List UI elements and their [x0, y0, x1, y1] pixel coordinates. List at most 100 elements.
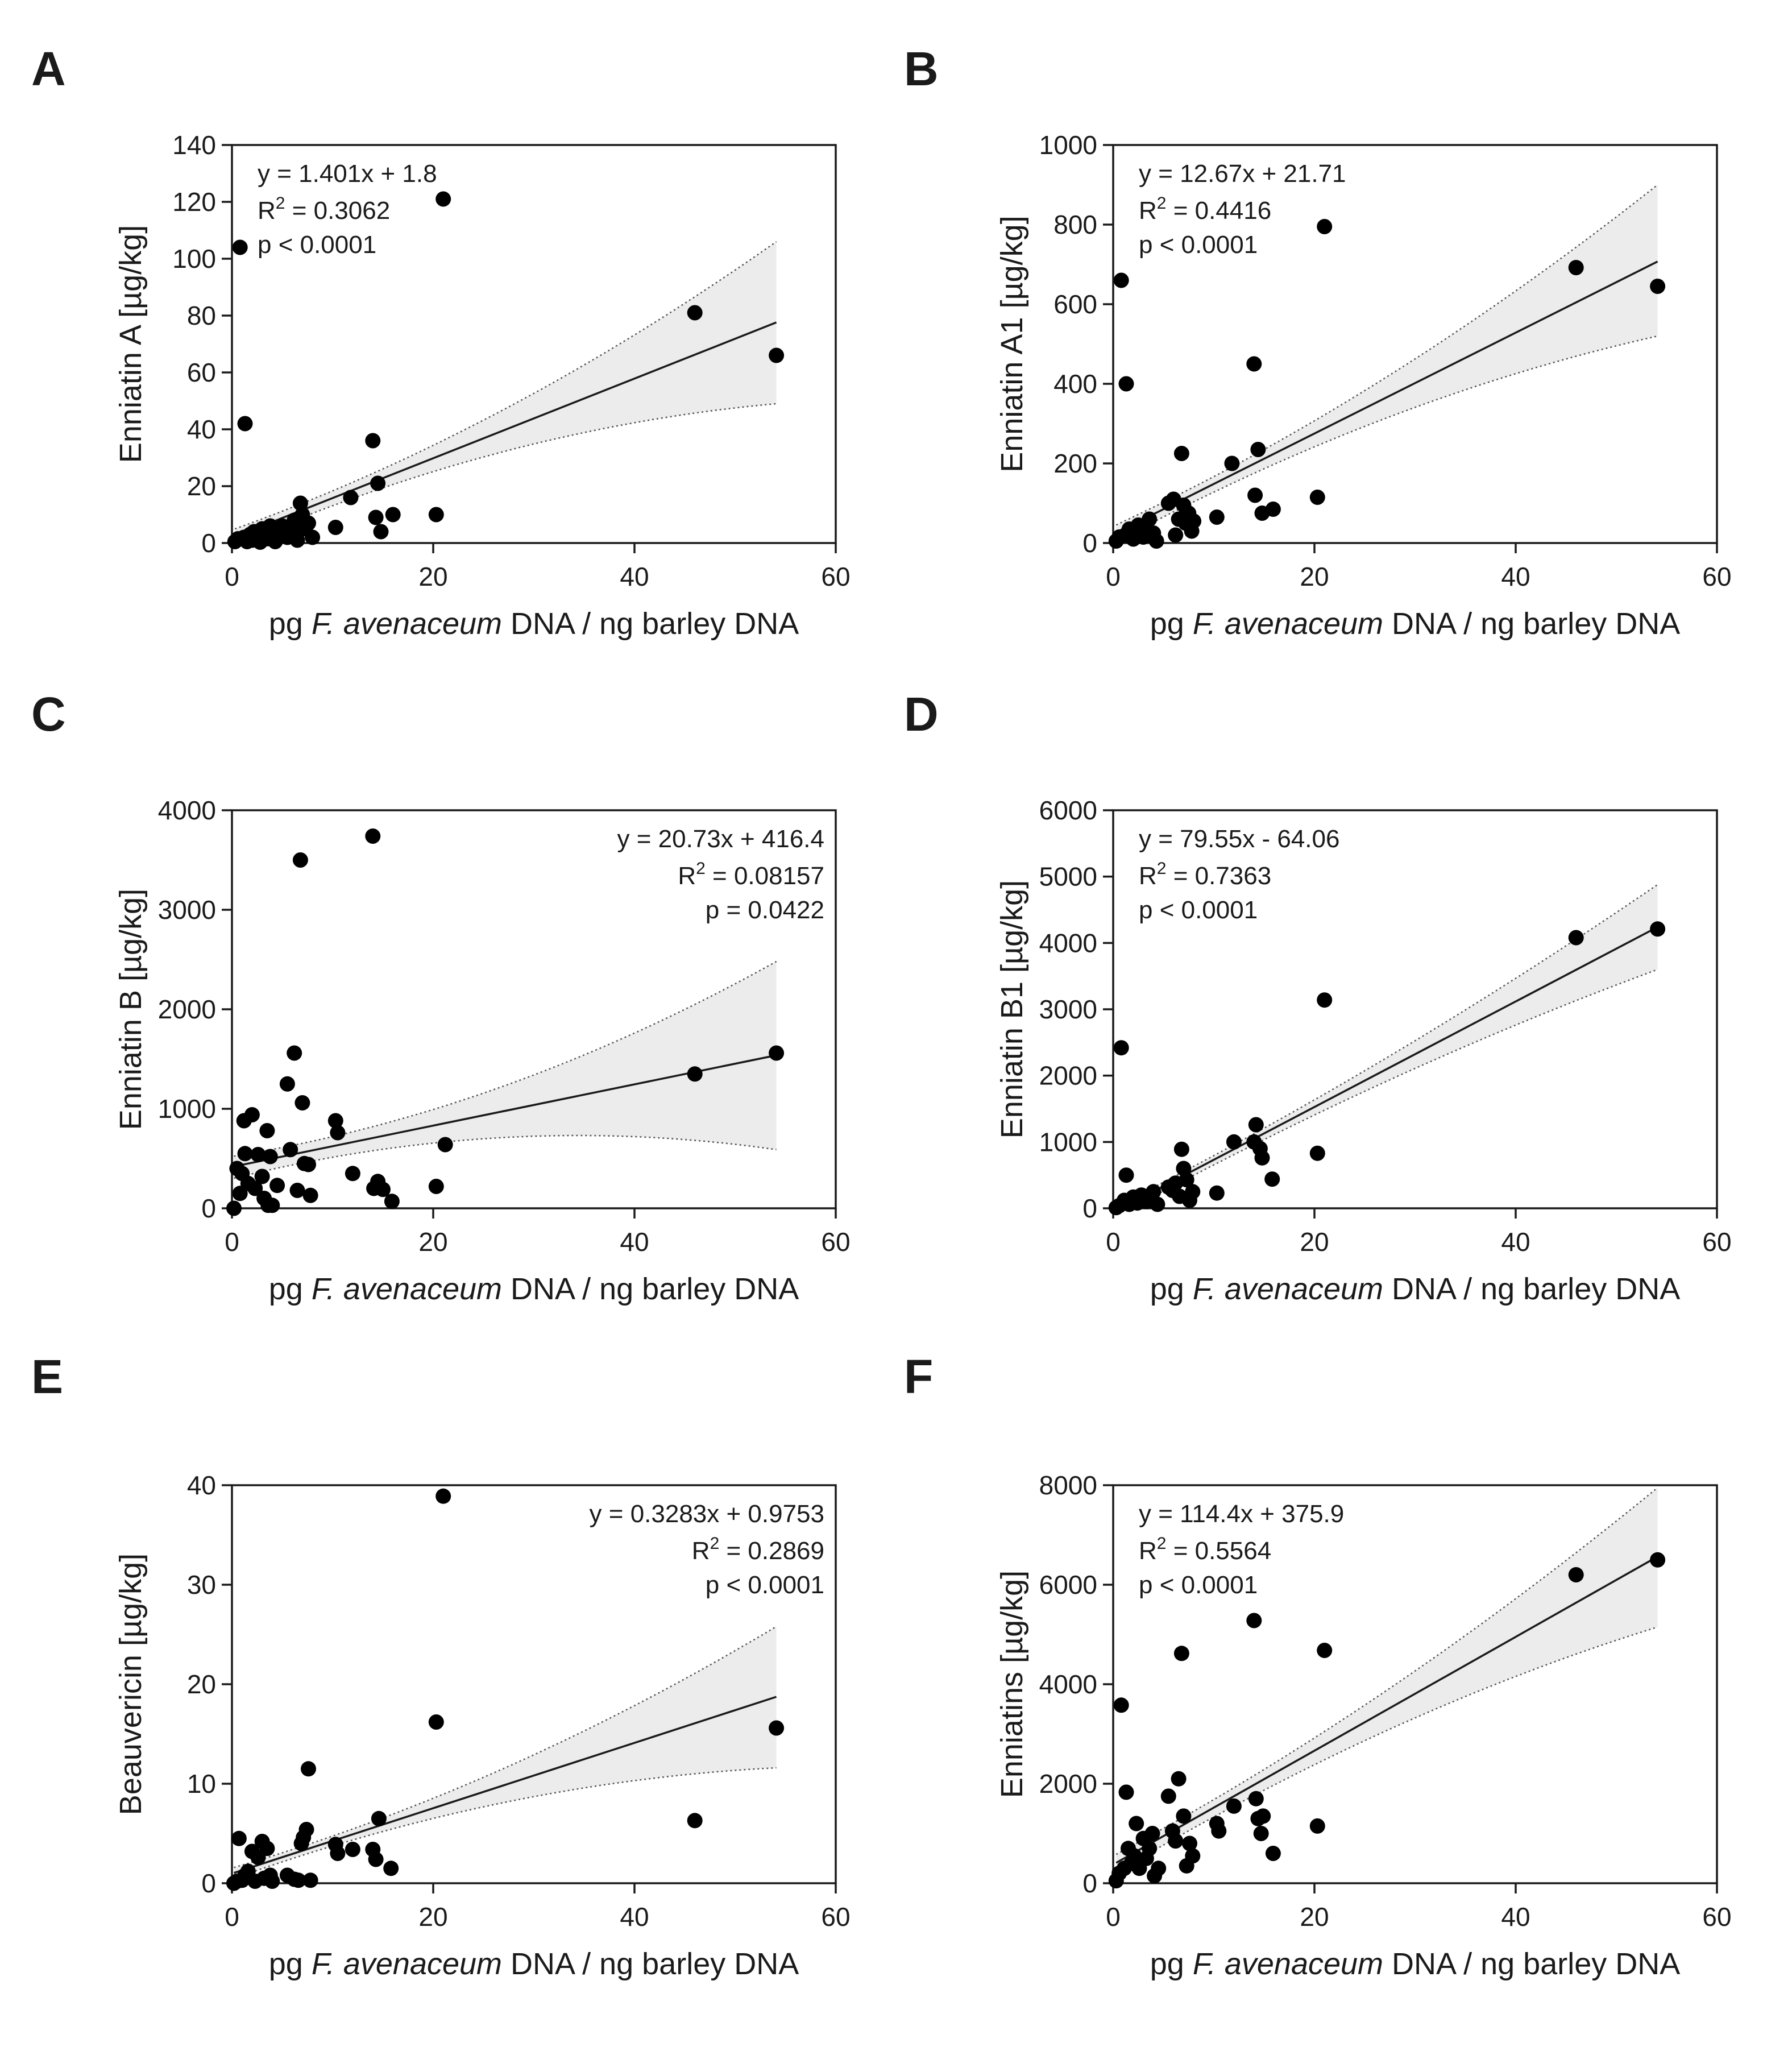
- r-squared-superscript: 2: [710, 1534, 720, 1553]
- r-squared-value: = 0.7363: [1166, 862, 1271, 890]
- data-point: [1246, 1613, 1262, 1629]
- y-axis-label: Enniatin B1 [µg/kg]: [995, 880, 1029, 1138]
- data-point: [244, 1107, 260, 1122]
- data-point: [1126, 1848, 1142, 1864]
- data-point: [769, 1720, 785, 1736]
- y-tick-label: 4000: [1039, 928, 1097, 958]
- band-group: [234, 241, 777, 543]
- data-point: [302, 1187, 318, 1203]
- data-point: [1113, 1697, 1129, 1713]
- y-tick-label: 4000: [1039, 1669, 1097, 1699]
- y-axis-label: Enniatin B [µg/kg]: [114, 889, 148, 1130]
- x-axis-label: pg F. avenaceum DNA / ng barley DNA: [1150, 1947, 1681, 1981]
- r-squared-value: = 0.08157: [706, 862, 824, 890]
- data-point: [1171, 1771, 1187, 1787]
- data-point: [1160, 1788, 1176, 1804]
- x-tick-label: 40: [1501, 1227, 1530, 1257]
- x-tick-label: 0: [1106, 1227, 1121, 1257]
- data-point: [1246, 356, 1262, 372]
- data-point: [687, 1813, 703, 1829]
- data-point: [1317, 1643, 1333, 1658]
- p-value: p < 0.0001: [706, 1571, 824, 1599]
- confidence-band-upper: [234, 241, 777, 530]
- y-tick-label: 600: [1053, 289, 1097, 319]
- y-tick-label: 400: [1053, 369, 1097, 399]
- data-point: [1254, 1150, 1270, 1166]
- data-point: [237, 1146, 253, 1162]
- x-axis-label: pg F. avenaceum DNA / ng barley DNA: [1150, 607, 1681, 641]
- x-axis-label-part: pg: [269, 1947, 312, 1981]
- data-point: [1118, 1167, 1134, 1183]
- data-point: [1650, 1552, 1666, 1568]
- data-point: [1264, 1171, 1280, 1187]
- y-tick-label: 140: [172, 130, 216, 160]
- p-value: p < 0.0001: [1139, 896, 1258, 924]
- r-squared-value: = 0.5564: [1166, 1537, 1271, 1565]
- data-point: [1173, 1646, 1189, 1661]
- data-point: [264, 1197, 280, 1213]
- x-tick-label: 20: [1300, 1902, 1329, 1932]
- regression-line: [234, 321, 777, 538]
- panel-label: C: [31, 687, 66, 741]
- data-point: [1265, 1846, 1281, 1861]
- x-axis-label-part: F. avenaceum: [312, 607, 502, 641]
- data-point: [368, 1851, 384, 1867]
- data-point: [687, 1066, 703, 1082]
- chart-panel-c: C 0 20 40 60 0 1000 2000 3000 4000 pg F. avenaceum…: [31, 687, 851, 1306]
- data-point: [291, 1872, 306, 1888]
- y-tick-label: 20: [187, 471, 216, 501]
- x-tick-label: 20: [418, 1227, 447, 1257]
- data-point: [1253, 1826, 1269, 1841]
- data-point: [687, 305, 703, 321]
- x-tick-label: 0: [1106, 562, 1121, 591]
- data-point: [292, 495, 308, 511]
- x-axis-label-part: DNA / ng barley DNA: [1383, 1947, 1680, 1981]
- x-tick-label: 0: [225, 1227, 239, 1257]
- panel-label: E: [31, 1350, 63, 1403]
- data-point: [1224, 455, 1240, 471]
- data-point: [1179, 1172, 1194, 1188]
- data-point: [1182, 1835, 1197, 1851]
- chart-panel-d: D 0 20 40 60 0 1000 2000 3000 4000 5000 6000 pg F. a…: [904, 687, 1732, 1306]
- p-value: p = 0.0422: [706, 896, 824, 924]
- confidence-band: [234, 1626, 777, 1879]
- y-tick-label: 6000: [1039, 1570, 1097, 1600]
- p-value: p < 0.0001: [258, 231, 376, 259]
- x-axis-label-part: pg: [269, 607, 312, 641]
- p-value: p < 0.0001: [1139, 1571, 1258, 1599]
- band-group: [1115, 884, 1658, 1208]
- data-point: [1568, 930, 1584, 946]
- r-squared: R2 = 0.3062: [258, 194, 390, 225]
- data-point: [231, 1830, 247, 1846]
- data-point: [1255, 1808, 1271, 1824]
- data-point: [1113, 272, 1129, 288]
- r-squared-symbol: R: [1139, 862, 1157, 890]
- data-point: [1186, 513, 1202, 529]
- plot-frame: [231, 144, 837, 544]
- y-tick-label: 30: [187, 1570, 216, 1600]
- y-tick-label: 80: [187, 301, 216, 330]
- data-point: [1144, 1826, 1160, 1841]
- r-squared-superscript: 2: [696, 859, 706, 878]
- data-point: [250, 1147, 266, 1162]
- confidence-band-upper: [1115, 184, 1658, 526]
- data-point: [305, 529, 321, 545]
- r-squared-symbol: R: [1139, 197, 1157, 225]
- x-axis-label-part: F. avenaceum: [1193, 1947, 1383, 1981]
- y-tick-label: 20: [187, 1669, 216, 1699]
- r-squared-symbol: R: [692, 1537, 710, 1565]
- data-point: [1146, 1184, 1162, 1200]
- data-point: [1309, 1818, 1325, 1834]
- data-point: [435, 191, 451, 207]
- data-point: [428, 1714, 444, 1730]
- data-point: [1247, 487, 1263, 503]
- data-point: [1129, 1816, 1144, 1831]
- regression-line: [1119, 926, 1658, 1208]
- x-axis-label-part: F. avenaceum: [1193, 1272, 1383, 1306]
- data-point: [1568, 1567, 1584, 1582]
- data-point: [302, 1872, 318, 1888]
- data-point: [368, 509, 384, 525]
- data-point: [259, 1123, 275, 1138]
- chart-panel-a: A 0 20 40 60 0 20 40 60 80 100 120 140 pg F. avenaceu…: [31, 42, 851, 641]
